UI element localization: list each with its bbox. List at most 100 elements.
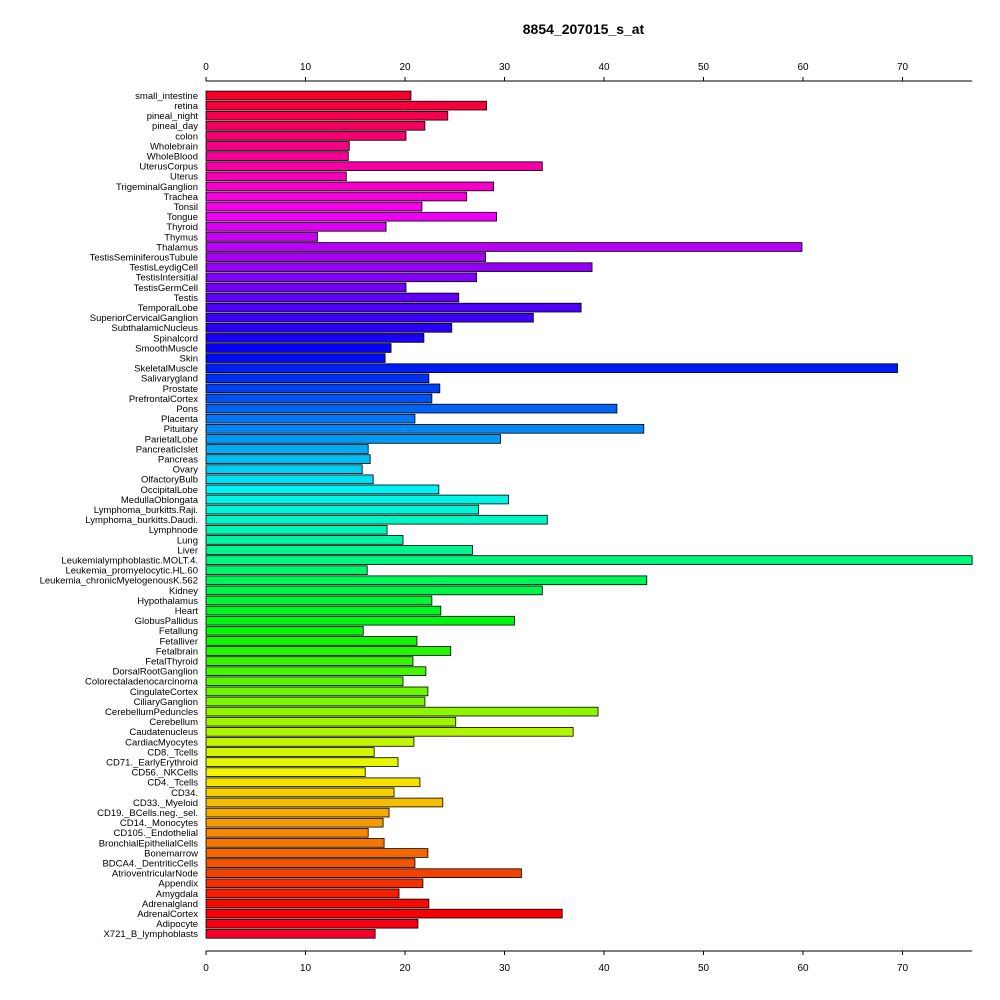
category-label: Fetalbrain: [156, 646, 198, 657]
bar: [205, 100, 487, 111]
bottom-tick-label: 10: [300, 963, 312, 974]
bar: [205, 666, 427, 676]
bar: [205, 767, 366, 777]
bar: [205, 434, 501, 444]
bar: [205, 908, 563, 919]
bar: [205, 373, 430, 384]
bar: [205, 343, 392, 353]
bar: [205, 706, 599, 717]
category-label: Liver: [177, 545, 198, 556]
bar: [205, 605, 442, 616]
bar: [205, 221, 387, 232]
category-label: Ovary: [173, 465, 199, 476]
bar: [205, 626, 364, 636]
bar: [205, 454, 371, 464]
bar: [205, 878, 424, 889]
bar: [205, 413, 416, 424]
category-label: Leukemia_chronicMyelogenousK.562: [40, 576, 198, 587]
category-label: UterusCorpus: [139, 162, 198, 173]
category-label: SkeletalMuscle: [134, 364, 198, 375]
top-tick-label: 10: [300, 62, 312, 73]
category-label: Kidney: [169, 586, 198, 597]
bar: [205, 636, 418, 646]
category-label: TestisGermCell: [134, 283, 198, 294]
bar: [205, 403, 618, 414]
top-tick-label: 70: [897, 62, 909, 73]
bars-group: [205, 90, 973, 939]
bottom-x-axis: 0 10 20 30 40 50 60 70: [203, 950, 973, 974]
bar: [205, 545, 474, 555]
category-label: Fetalliver: [159, 636, 198, 647]
category-label: Pons: [176, 404, 198, 415]
category-label: Pancreas: [158, 455, 198, 466]
bar: [205, 525, 388, 535]
bottom-tick-label: 30: [499, 963, 511, 974]
bar: [205, 242, 803, 252]
bar: [205, 333, 425, 343]
category-label: Thymus: [164, 232, 198, 243]
category-label: Cerebellum: [149, 717, 198, 728]
category-label: Hypothalamus: [137, 596, 198, 607]
bar: [205, 787, 395, 798]
bottom-tick-label: 20: [399, 963, 411, 974]
category-label: FetalThyroid: [145, 657, 198, 668]
bar: [205, 302, 582, 313]
bar: [205, 656, 414, 666]
bar: [205, 353, 386, 363]
bar: [205, 838, 385, 848]
bar: [205, 888, 400, 899]
category-label: MedullaOblongata: [121, 495, 199, 506]
bar: [205, 474, 374, 485]
category-label: Tonsil: [174, 202, 198, 213]
bar: [205, 777, 421, 788]
category-label: AtrioventricularNode: [112, 869, 198, 880]
bottom-tick-label: 40: [598, 963, 610, 974]
bar: [205, 211, 497, 222]
category-label: TestisIntersitial: [136, 273, 198, 284]
category-label: AdrenalCortex: [137, 909, 198, 920]
category-label: pineal_night: [147, 111, 199, 122]
bar: [205, 615, 515, 626]
bar: [205, 727, 574, 737]
top-tick-label: 60: [797, 62, 809, 73]
category-label: SuperiorCervicalGanglion: [90, 313, 198, 324]
bar: [205, 504, 480, 515]
category-label: Wholebrain: [150, 141, 198, 152]
chart-title: 8854_207015_s_at: [522, 21, 645, 37]
category-label: Placenta: [161, 414, 199, 425]
category-label: Fetallung: [159, 626, 198, 637]
bar: [205, 110, 449, 121]
bar: [205, 262, 593, 272]
bar: [205, 747, 375, 757]
bar: [205, 292, 460, 303]
category-label: CD56._NKCells: [131, 768, 198, 779]
category-label: TestisLeydigCell: [129, 263, 198, 274]
category-label: Lung: [177, 535, 198, 546]
bar: [205, 595, 433, 606]
bar: [205, 575, 648, 586]
bar: [205, 676, 404, 687]
bar: [205, 252, 486, 262]
category-label: PrefrontalCortex: [129, 394, 198, 405]
bar: [205, 322, 453, 333]
category-label: Lymphoma_burkitts.Daudi.: [85, 515, 198, 526]
category-label: CD34.: [171, 788, 198, 799]
category-label: CingulateCortex: [130, 687, 198, 698]
category-label: Testis: [174, 293, 199, 304]
category-label: SubthalamicNucleus: [111, 323, 198, 334]
bar: [205, 383, 441, 394]
bar: [205, 232, 318, 242]
bar: [205, 929, 376, 939]
category-label: TemporalLobe: [138, 303, 198, 314]
category-label: CD19._BCells.neg._sel.: [97, 808, 198, 819]
bar: [205, 282, 407, 293]
category-label: Caudatenucleus: [129, 727, 198, 738]
category-label: Leukemialymphoblastic.MOLT.4.: [61, 556, 198, 567]
category-label: BDCA4._DentriticCells: [102, 859, 198, 870]
category-label: Salivarygland: [141, 374, 198, 385]
bar: [205, 171, 347, 182]
category-label: Amygdala: [156, 889, 199, 900]
top-tick-label: 50: [698, 62, 710, 73]
category-label: Appendix: [158, 879, 198, 890]
category-label: Thyroid: [166, 222, 198, 233]
